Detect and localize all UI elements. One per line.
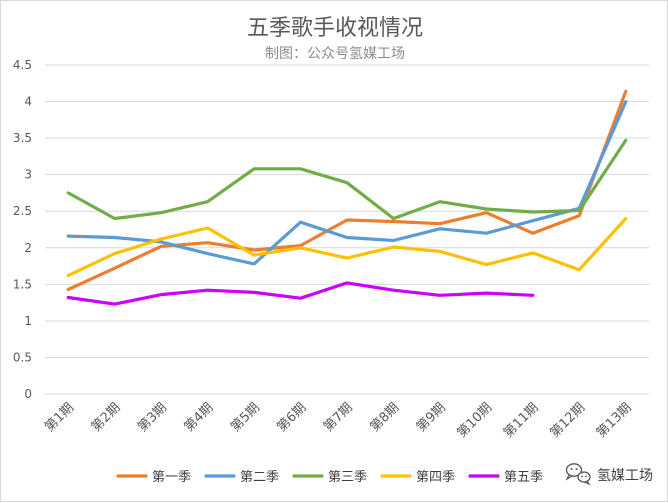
x-tick-label: 第5期 (228, 400, 263, 435)
y-axis-tick-labels: 0 0.5 1 1.5 2 2.5 3 3.5 4 4.5 (13, 58, 32, 401)
series-line-2 (66, 99, 628, 266)
x-tick-label: 第12期 (547, 400, 588, 441)
y-tick-label: 4.5 (13, 58, 32, 72)
y-tick-label: 2.5 (13, 204, 32, 218)
x-tick-label: 第9期 (414, 400, 449, 435)
x-axis-tick-labels: 第1期 第2期 第3期 第4期 第5期 第6期 第7期 第8期 第9期 第10期 第11期 第12期第… (42, 400, 634, 441)
legend-label: 第二季 (240, 470, 279, 485)
series-line-4 (66, 216, 628, 278)
legend-label: 第五季 (504, 470, 543, 485)
watermark: 氢媒工场 (565, 463, 653, 486)
x-tick-label: 第6期 (275, 400, 310, 435)
y-tick-label: 3.5 (13, 131, 32, 145)
series-lines (66, 89, 628, 306)
x-tick-label: 第11期 (501, 400, 542, 441)
x-tick-label: 第1期 (42, 400, 77, 435)
series-line-1 (66, 89, 628, 292)
x-tick-label: 第4期 (182, 400, 217, 435)
legend-label: 第一季 (152, 470, 191, 485)
gridlines (45, 64, 649, 395)
x-tick-label: 第8期 (367, 400, 402, 435)
x-tick-label: 第13期 (594, 400, 635, 441)
y-tick-label: 4 (24, 95, 32, 109)
y-tick-label: 0.5 (13, 350, 32, 364)
legend-label: 第三季 (328, 470, 367, 485)
legend: 第一季 第二季 第三季 第四季 第五季 (116, 470, 543, 485)
y-tick-label: 0 (24, 387, 32, 401)
y-tick-label: 1.5 (13, 277, 32, 291)
y-tick-label: 1 (24, 314, 32, 328)
x-tick-label: 第7期 (321, 400, 356, 435)
chart-subtitle: 制图：公众号氢媒工场 (265, 46, 405, 62)
wechat-icon (565, 463, 591, 486)
chart-title: 五季歌手收视情况 (247, 16, 423, 41)
x-tick-label: 第3期 (135, 400, 170, 435)
watermark-text: 氢媒工场 (597, 468, 653, 484)
series-line-5 (66, 281, 535, 306)
y-tick-label: 2 (24, 241, 32, 255)
legend-label: 第四季 (416, 470, 455, 485)
x-tick-label: 第10期 (455, 400, 496, 441)
y-tick-label: 3 (24, 168, 32, 182)
x-tick-label: 第2期 (89, 400, 124, 435)
series-line-3 (66, 138, 628, 221)
